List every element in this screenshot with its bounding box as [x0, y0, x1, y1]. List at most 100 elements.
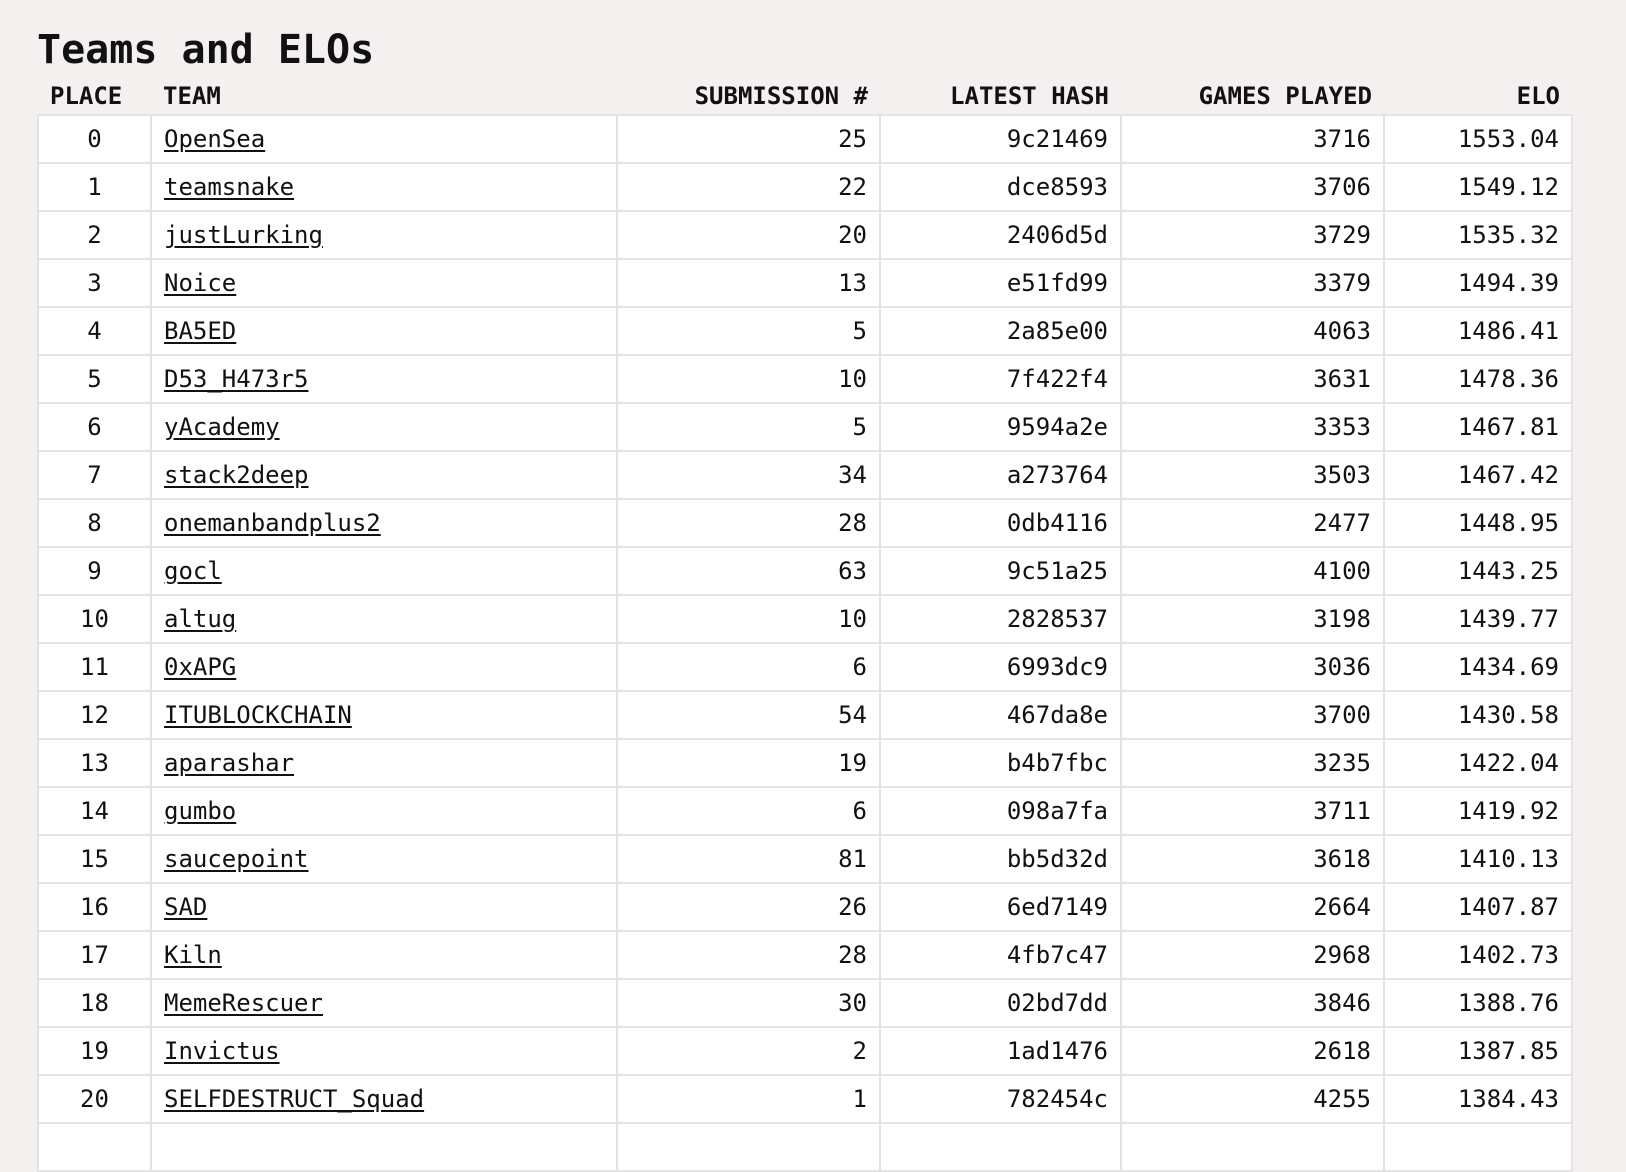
column-header: LATEST HASH	[950, 82, 1109, 110]
table-cell: 26	[616, 882, 881, 932]
table-cell: 28	[616, 498, 881, 548]
team-link[interactable]: yAcademy	[164, 413, 280, 441]
team-link[interactable]: SELFDESTRUCT_Squad	[164, 1085, 425, 1113]
table-cell: 2664	[1120, 882, 1385, 932]
table-cell: 10	[616, 594, 881, 644]
table-cell: 1	[37, 162, 152, 212]
table-cell	[879, 1122, 1122, 1172]
team-link[interactable]: SAD	[164, 893, 208, 921]
table-cell: OpenSea	[150, 114, 618, 164]
table-cell: 3618	[1120, 834, 1385, 884]
team-link[interactable]: saucepoint	[164, 845, 309, 873]
table-row: 4 BA5ED 5 2a85e00 4063 1486.41	[37, 306, 1573, 356]
table-cell: 10	[616, 354, 881, 404]
table-cell: 3198	[1120, 594, 1385, 644]
header-row: PLACE TEAM SUBMISSION # LATEST HASH GAMES PL…	[38, 78, 1572, 115]
team-link[interactable]: Noice	[164, 269, 237, 297]
table-cell: gocl	[150, 546, 618, 596]
table-cell: 3036	[1120, 642, 1385, 692]
team-link[interactable]: ITUBLOCKCHAIN	[164, 701, 352, 729]
table-cell: 4063	[1120, 306, 1385, 356]
table-cell: 81	[616, 834, 881, 884]
team-link[interactable]: MemeRescuer	[164, 989, 323, 1017]
table-cell: 2968	[1120, 930, 1385, 980]
table-cell: 3716	[1120, 114, 1385, 164]
column-header: PLACE	[50, 82, 123, 110]
table-cell: 9c51a25	[879, 546, 1122, 596]
table-cell: 1388.76	[1383, 978, 1573, 1028]
table-cell: 1549.12	[1383, 162, 1573, 212]
table-cell: 02bd7dd	[879, 978, 1122, 1028]
team-link[interactable]: gumbo	[164, 797, 237, 825]
table-cell: 9594a2e	[879, 402, 1122, 452]
table-cell: 3503	[1120, 450, 1385, 500]
table-cell: 1535.32	[1383, 210, 1573, 260]
table-row: 1 teamsnake 22 dce8593 3706 1549.12	[37, 162, 1573, 212]
table-cell: 9	[37, 546, 152, 596]
table-cell: 1448.95	[1383, 498, 1573, 548]
table-cell: 7f422f4	[879, 354, 1122, 404]
table-cell: a273764	[879, 450, 1122, 500]
table-cell: 19	[616, 738, 881, 788]
team-link[interactable]: gocl	[164, 557, 222, 585]
table-cell: 4255	[1120, 1074, 1385, 1124]
table-row: 17 Kiln 28 4fb7c47 2968 1402.73	[37, 930, 1573, 980]
table-cell: 1439.77	[1383, 594, 1573, 644]
team-link[interactable]: Invictus	[164, 1037, 280, 1065]
table-cell: 1467.42	[1383, 450, 1573, 500]
table-cell: 1422.04	[1383, 738, 1573, 788]
table-cell: 5	[616, 402, 881, 452]
table-cell: 2828537	[879, 594, 1122, 644]
table-row: 10 altug 10 2828537 3198 1439.77	[37, 594, 1573, 644]
table-cell: e51fd99	[879, 258, 1122, 308]
table-cell: 14	[37, 786, 152, 836]
table-row: 19 Invictus 2 1ad1476 2618 1387.85	[37, 1026, 1573, 1076]
table-cell: 12	[37, 690, 152, 740]
team-link[interactable]: onemanbandplus2	[164, 509, 381, 537]
team-link[interactable]: BA5ED	[164, 317, 237, 345]
table-cell: SAD	[150, 882, 618, 932]
table-row: 2 justLurking 20 2406d5d 3729 1535.32	[37, 210, 1573, 260]
team-link[interactable]: OpenSea	[164, 125, 266, 153]
table-cell: b4b7fbc	[879, 738, 1122, 788]
table-cell: yAcademy	[150, 402, 618, 452]
table-cell: 3706	[1120, 162, 1385, 212]
table-cell: 0xAPG	[150, 642, 618, 692]
table-cell: 782454c	[879, 1074, 1122, 1124]
table-cell: 3846	[1120, 978, 1385, 1028]
table-cell: 9c21469	[879, 114, 1122, 164]
table-cell: 16	[37, 882, 152, 932]
table-cell: 1553.04	[1383, 114, 1573, 164]
table-cell: 2	[37, 210, 152, 260]
table-cell: 1494.39	[1383, 258, 1573, 308]
team-link[interactable]: teamsnake	[164, 173, 295, 201]
team-link[interactable]: justLurking	[164, 221, 323, 249]
page-title: Teams and ELOs	[37, 27, 375, 73]
table-cell: bb5d32d	[879, 834, 1122, 884]
table-cell: 1478.36	[1383, 354, 1573, 404]
team-link[interactable]: D53_H473r5	[164, 365, 309, 393]
table-cell: 20	[616, 210, 881, 260]
table-row: 0 OpenSea 25 9c21469 3716 1553.04	[37, 114, 1573, 164]
table-cell: 19	[37, 1026, 152, 1076]
table-row	[37, 1122, 1573, 1172]
table-row: 7 stack2deep 34 a273764 3503 1467.42	[37, 450, 1573, 500]
table-cell: BA5ED	[150, 306, 618, 356]
table-cell: 8	[37, 498, 152, 548]
table-cell: 1430.58	[1383, 690, 1573, 740]
table-cell: 6	[616, 642, 881, 692]
team-link[interactable]: aparashar	[164, 749, 295, 777]
team-link[interactable]: altug	[164, 605, 237, 633]
table-row: 18 MemeRescuer 30 02bd7dd 3846 1388.76	[37, 978, 1573, 1028]
table-cell: 6	[616, 786, 881, 836]
table-row: 16 SAD 26 6ed7149 2664 1407.87	[37, 882, 1573, 932]
table-cell: 28	[616, 930, 881, 980]
column-header: TEAM	[163, 82, 221, 110]
table-cell: 3729	[1120, 210, 1385, 260]
table-cell: 3379	[1120, 258, 1385, 308]
team-link[interactable]: 0xAPG	[164, 653, 237, 681]
table-cell: 1387.85	[1383, 1026, 1573, 1076]
team-link[interactable]: stack2deep	[164, 461, 309, 489]
team-link[interactable]: Kiln	[164, 941, 222, 969]
